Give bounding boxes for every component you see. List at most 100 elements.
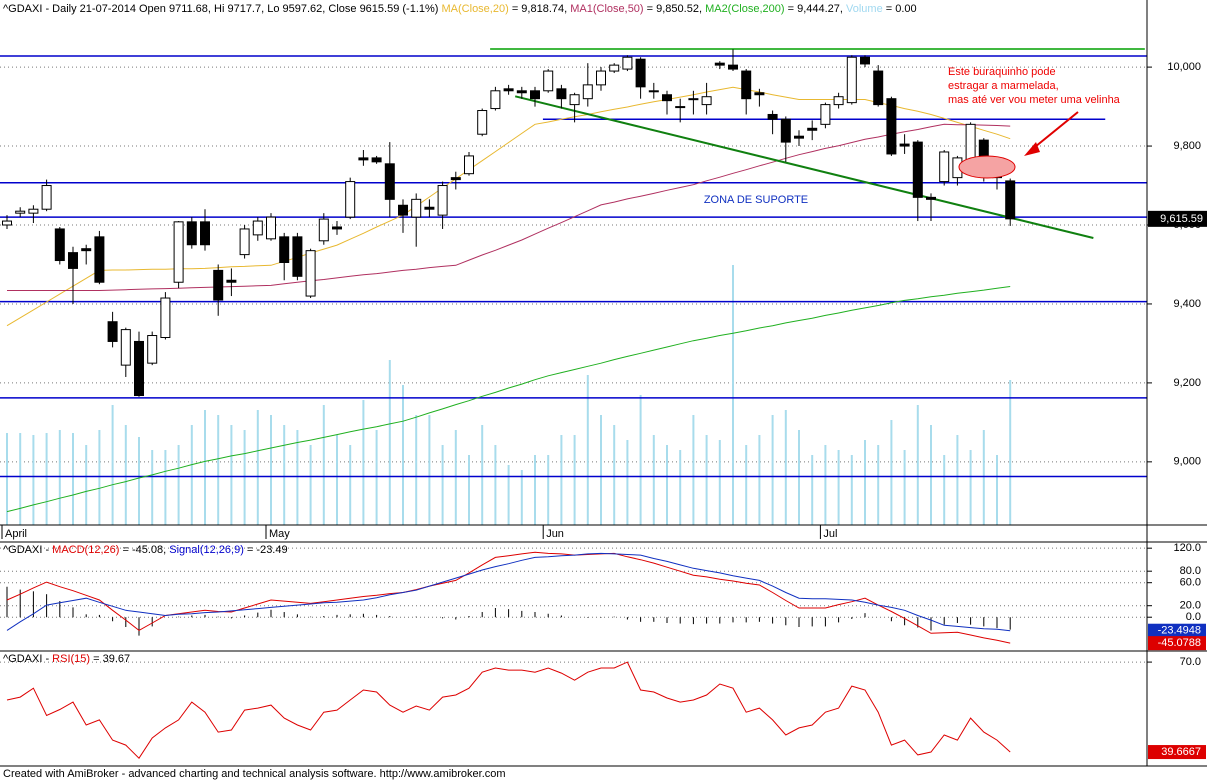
volume-bar [362,400,365,525]
volume-bar [718,440,721,525]
header-part: ^GDAXI - Daily 21-07-2014 Open 9711.68, … [3,3,442,15]
volume-bar [124,425,127,525]
candle-body [384,163,395,200]
header-part: Volume [846,3,883,15]
candle-body [371,157,382,163]
volume-bar [415,415,418,525]
volume-bar [336,435,338,525]
candle-body [767,113,778,120]
x-tick-label: May [269,528,290,540]
candle-body [688,98,699,101]
x-tick-label: April [5,528,27,540]
header-part: = -23.49 [244,544,288,556]
header-part: MACD(12,26) [52,544,119,556]
volume-bar [639,395,642,525]
last-value-box [1148,636,1206,651]
indicator-line [6,661,1011,759]
volume-bar [32,435,35,525]
y-tick-label: 10,000 [1167,61,1201,73]
candle-body [147,335,158,364]
volume-bar [758,435,761,525]
candle-body [107,321,118,342]
candle-body [490,90,501,110]
candle-body [833,96,844,106]
volume-bar [811,455,814,525]
candle-body [701,96,712,106]
trend-line [514,95,1094,239]
volume-bar [190,425,193,525]
volume-bar [98,430,101,525]
y-tick-label: 0.0 [1186,611,1201,623]
volume-bar [679,450,682,525]
volume-bar [283,425,286,525]
volume-bar [534,455,536,525]
candle-body [464,155,474,175]
volume-bar [138,437,140,525]
candle-body [186,221,197,246]
candle-body [358,157,369,161]
annotation-note: Este buraquinho pode [948,66,1056,78]
candle-body [807,127,818,131]
panel-header: ^GDAXI - Daily 21-07-2014 Open 9711.68, … [3,3,917,15]
y-tick-label: 9,000 [1173,456,1201,468]
volume-bar [626,440,629,525]
candle-body [939,151,950,183]
volume-bar [349,445,352,525]
candle-body [345,181,356,218]
candle-body [873,70,884,106]
candle-body [899,143,910,147]
volume-bar [600,415,602,525]
candle-body [741,70,752,100]
candle-body [54,228,65,262]
header-part: MA(Close,20) [442,3,509,15]
y-tick-label: 70.0 [1180,656,1201,668]
candle-body [332,226,342,230]
candle-body [437,185,448,216]
candle-body [622,56,633,70]
volume-bar [573,435,576,525]
volume-bar [217,415,220,525]
volume-bar [177,445,180,525]
volume-bar [230,425,233,525]
y-tick-label: 9,200 [1173,377,1201,389]
candle-body [543,70,554,92]
candle-body [675,106,686,109]
volume-bar [388,360,391,525]
volume-bar [520,470,523,525]
candle-body [596,70,606,86]
annotation-note: mas até ver vou meter uma velinha [948,94,1121,106]
candle-body [609,64,620,72]
volume-bar [890,420,893,525]
candle-body [714,62,725,66]
panel-header: ^GDAXI - MACD(12,26) = -45.08, Signal(12… [3,544,288,556]
candle-body [569,94,580,106]
volume-bar [560,435,563,525]
volume-bar [692,415,695,525]
candle-body [160,297,171,338]
candle-body [794,135,804,139]
y-tick-label: 9,400 [1173,298,1201,310]
candle-body [886,98,897,155]
volume-bar [613,425,616,525]
last-price-box [1148,210,1207,227]
candle-body [41,185,52,210]
candle-body [780,118,791,143]
last-price-label: 9,615.59 [1160,213,1203,225]
candle-body [279,236,290,263]
volume-bar [666,445,668,525]
volume-bar [309,445,312,525]
volume-bar [996,455,998,525]
candle-body [450,177,461,181]
volume-bar [45,433,48,525]
volume-bar [454,430,457,525]
candle-body [200,221,210,246]
header-part: MA1(Close,50) [570,3,643,15]
volume-bar [402,385,404,525]
candle-body [846,56,857,104]
volume-bar [204,410,206,525]
volume-bar [903,450,906,525]
candle-body [820,104,831,125]
candle-body [68,252,78,269]
y-tick-label: 80.0 [1180,565,1201,577]
